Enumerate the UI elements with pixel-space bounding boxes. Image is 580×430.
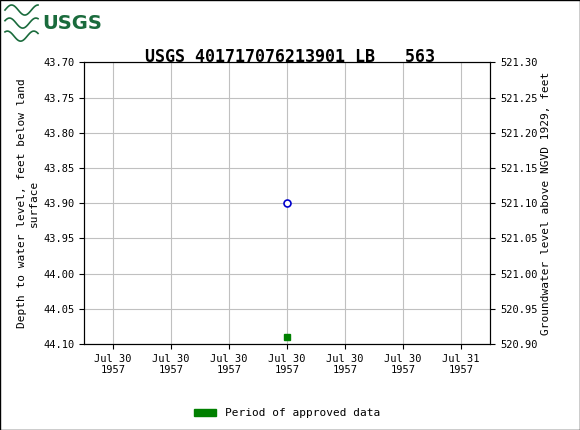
Bar [4,3,76,42]
Y-axis label: Depth to water level, feet below land
surface: Depth to water level, feet below land su… [17,78,39,328]
Text: USGS 401717076213901 LB   563: USGS 401717076213901 LB 563 [145,48,435,66]
Y-axis label: Groundwater level above NGVD 1929, feet: Groundwater level above NGVD 1929, feet [542,71,552,335]
Text: USGS: USGS [42,14,102,33]
Legend: Period of approved data: Period of approved data [190,404,385,423]
